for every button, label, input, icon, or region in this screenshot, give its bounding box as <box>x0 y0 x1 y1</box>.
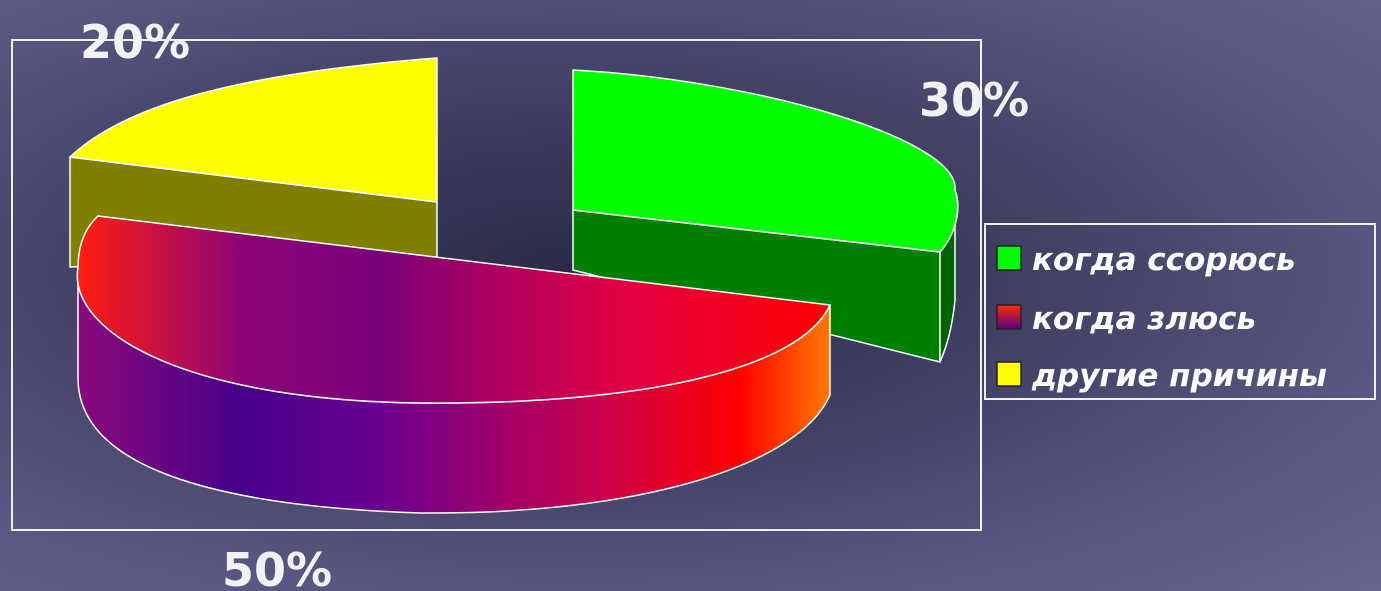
legend-label-drugie-prichiny: другие причины <box>1031 358 1327 394</box>
legend-item-kogda-ssoryus: когда ссорюсь <box>996 242 1296 278</box>
data-label-drugie-prichiny: 20% <box>80 15 190 69</box>
legend-swatch-kogda-ssoryus <box>996 245 1022 271</box>
legend-swatch-kogda-zlyus <box>996 304 1022 330</box>
legend-label-kogda-ssoryus: когда ссорюсь <box>1032 242 1296 278</box>
legend-frame <box>984 223 1376 400</box>
legend-item-drugie-prichiny: другие причины <box>996 358 1327 394</box>
pie-slice-kogda-zlyus <box>76 215 832 514</box>
legend-label-kogda-zlyus: когда злюсь <box>1032 301 1256 337</box>
legend: когда ссорюсь когда злюсь другие причины <box>984 223 1376 400</box>
pie-slices <box>68 57 959 514</box>
pie-slice-kogda-ssoryus <box>572 69 959 363</box>
data-label-kogda-zlyus: 50% <box>222 543 332 591</box>
data-label-kogda-ssoryus: 30% <box>919 73 1029 127</box>
legend-swatch-drugie-prichiny <box>996 361 1022 387</box>
plot-area-frame <box>11 39 982 531</box>
legend-item-kogda-zlyus: когда злюсь <box>996 301 1256 337</box>
